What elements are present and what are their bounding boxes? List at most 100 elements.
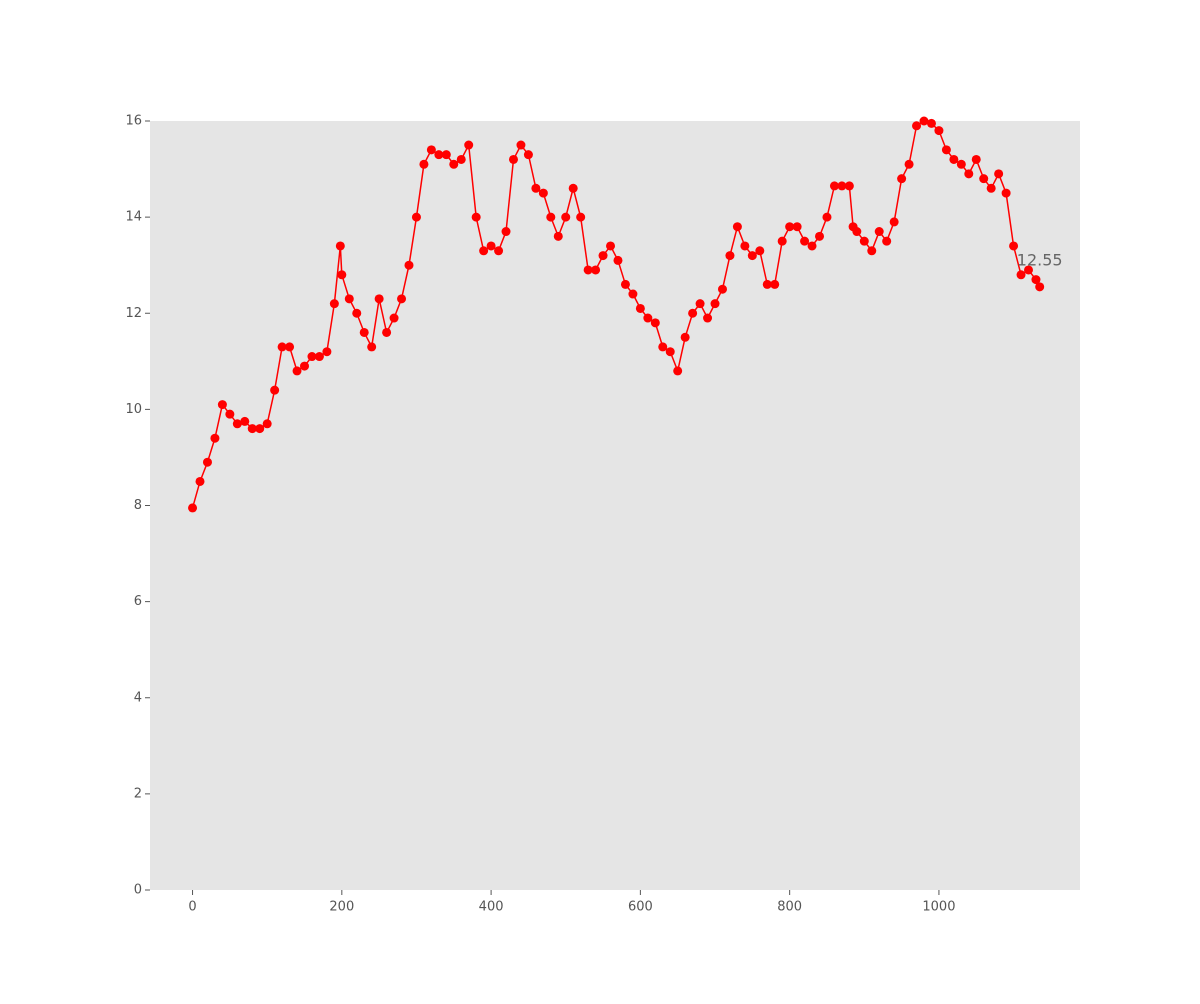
marker xyxy=(770,279,780,289)
marker xyxy=(1009,241,1019,251)
marker xyxy=(441,150,451,160)
marker xyxy=(859,236,869,246)
marker xyxy=(949,154,959,164)
marker xyxy=(300,361,310,371)
marker xyxy=(785,222,795,232)
marker xyxy=(285,342,295,352)
marker xyxy=(829,181,839,191)
marker xyxy=(1031,275,1041,285)
marker xyxy=(389,313,399,323)
marker xyxy=(1001,188,1011,198)
marker xyxy=(1023,265,1033,275)
marker xyxy=(725,251,735,261)
marker xyxy=(270,385,280,395)
marker xyxy=(747,251,757,261)
marker xyxy=(307,352,317,362)
marker xyxy=(464,140,474,150)
marker xyxy=(926,118,936,128)
marker xyxy=(516,140,526,150)
marker xyxy=(255,424,265,434)
marker xyxy=(434,150,444,160)
marker xyxy=(553,231,563,241)
marker xyxy=(703,313,713,323)
marker xyxy=(546,212,556,222)
marker xyxy=(538,188,548,198)
plot-area xyxy=(150,121,1080,890)
marker xyxy=(531,183,541,193)
marker xyxy=(613,255,623,265)
marker xyxy=(807,241,817,251)
x-tick-label: 1000 xyxy=(922,900,955,915)
x-tick-label: 0 xyxy=(188,900,196,915)
marker xyxy=(337,270,347,280)
marker xyxy=(359,327,369,337)
marker xyxy=(815,231,825,241)
marker xyxy=(292,366,302,376)
marker xyxy=(202,457,212,467)
marker xyxy=(479,246,489,256)
marker xyxy=(844,181,854,191)
marker xyxy=(568,183,578,193)
marker xyxy=(852,227,862,237)
marker xyxy=(904,159,914,169)
marker xyxy=(352,308,362,318)
marker xyxy=(419,159,429,169)
marker xyxy=(986,183,996,193)
marker xyxy=(344,294,354,304)
marker xyxy=(486,241,496,251)
marker xyxy=(755,246,765,256)
x-tick-label: 200 xyxy=(329,900,354,915)
marker xyxy=(322,347,332,357)
marker xyxy=(1016,270,1026,280)
marker xyxy=(494,246,504,256)
x-tick-label: 800 xyxy=(777,900,802,915)
marker xyxy=(792,222,802,232)
marker xyxy=(732,222,742,232)
marker xyxy=(919,116,929,126)
marker xyxy=(404,260,414,270)
marker xyxy=(314,352,324,362)
marker xyxy=(874,227,884,237)
marker xyxy=(225,409,235,419)
marker xyxy=(897,174,907,184)
marker xyxy=(680,332,690,342)
y-tick-label: 16 xyxy=(125,114,142,129)
marker xyxy=(912,121,922,131)
marker xyxy=(367,342,377,352)
x-tick-label: 600 xyxy=(628,900,653,915)
marker xyxy=(964,169,974,179)
marker xyxy=(740,241,750,251)
marker xyxy=(471,212,481,222)
y-tick-label: 12 xyxy=(125,306,142,321)
marker xyxy=(188,503,198,513)
marker xyxy=(710,299,720,309)
y-tick-label: 6 xyxy=(134,594,142,609)
marker xyxy=(777,236,787,246)
marker xyxy=(956,159,966,169)
marker xyxy=(262,419,272,429)
marker xyxy=(606,241,616,251)
marker xyxy=(941,145,951,155)
marker xyxy=(583,265,593,275)
marker xyxy=(882,236,892,246)
marker xyxy=(867,246,877,256)
marker xyxy=(971,154,981,164)
marker xyxy=(643,313,653,323)
marker xyxy=(695,299,705,309)
marker xyxy=(889,217,899,227)
marker xyxy=(426,145,436,155)
y-tick-label: 10 xyxy=(125,402,142,417)
marker xyxy=(456,154,466,164)
marker xyxy=(335,241,345,251)
marker xyxy=(508,154,518,164)
annotation: 12.55 xyxy=(1017,250,1063,269)
marker xyxy=(232,419,242,429)
marker xyxy=(665,347,675,357)
marker xyxy=(762,279,772,289)
marker xyxy=(979,174,989,184)
marker xyxy=(240,416,250,426)
marker xyxy=(591,265,601,275)
marker xyxy=(411,212,421,222)
